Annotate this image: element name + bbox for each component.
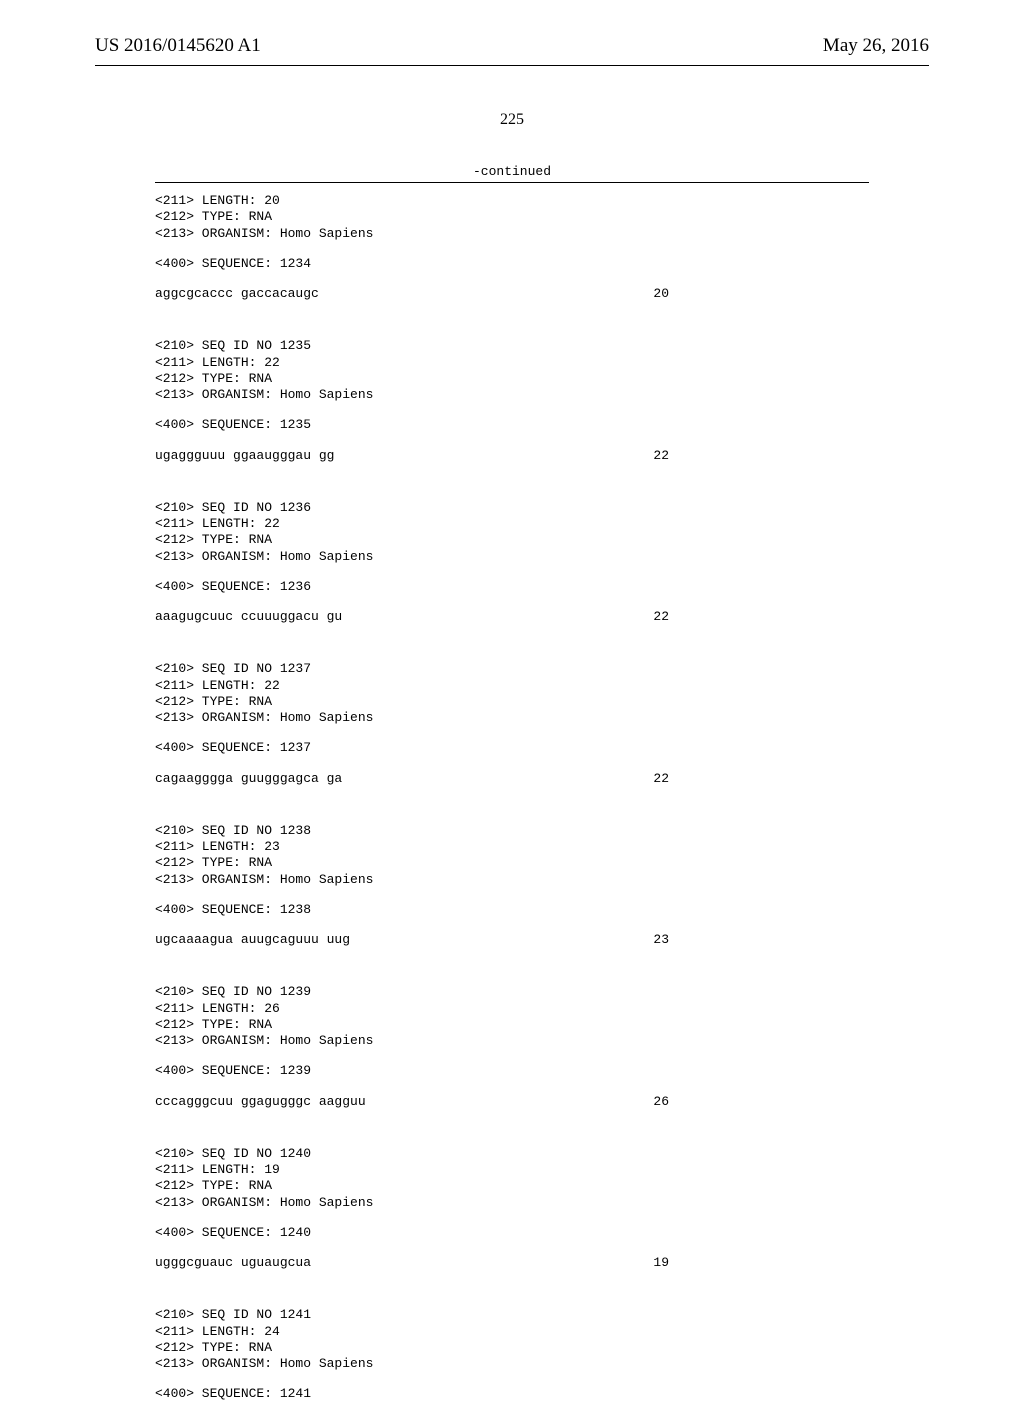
page-header: US 2016/0145620 A1 May 26, 2016 [95,0,929,66]
sequence-data: cagaagggga guugggagca ga [155,771,342,787]
organism-line: <213> ORGANISM: Homo Sapiens [155,872,869,888]
length-line: <211> LENGTH: 23 [155,839,869,855]
sequences-container: <211> LENGTH: 20<212> TYPE: RNA<213> ORG… [155,183,869,1413]
type-line: <212> TYPE: RNA [155,1340,869,1356]
sequence-number-line: <400> SEQUENCE: 1237 [155,740,869,756]
type-line: <212> TYPE: RNA [155,855,869,871]
organism-line: <213> ORGANISM: Homo Sapiens [155,1033,869,1049]
sequence-data-length: 22 [653,448,869,464]
sequence-number-line: <400> SEQUENCE: 1236 [155,579,869,595]
organism-line: <213> ORGANISM: Homo Sapiens [155,549,869,565]
sequence-data: ugggcguauc uguaugcua [155,1255,311,1271]
organism-line: <213> ORGANISM: Homo Sapiens [155,226,869,242]
sequence-data: ugaggguuu ggaaugggau gg [155,448,334,464]
type-line: <212> TYPE: RNA [155,694,869,710]
type-line: <212> TYPE: RNA [155,1178,869,1194]
sequence-data-length: 19 [653,1255,869,1271]
length-line: <211> LENGTH: 26 [155,1001,869,1017]
type-line: <212> TYPE: RNA [155,371,869,387]
sequence-block: <210> SEQ ID NO 1237<211> LENGTH: 22<212… [155,651,869,813]
type-line: <212> TYPE: RNA [155,532,869,548]
length-line: <211> LENGTH: 22 [155,516,869,532]
sequence-data-length: 22 [653,771,869,787]
organism-line: <213> ORGANISM: Homo Sapiens [155,387,869,403]
seq-id-line: <210> SEQ ID NO 1240 [155,1146,869,1162]
block-spacer [155,302,869,318]
content-area: <211> LENGTH: 20<212> TYPE: RNA<213> ORG… [155,182,869,1413]
sequence-data-line: ugcaaaagua auugcaguuu uug 23 [155,932,869,948]
block-spacer [155,464,869,480]
block-spacer [155,1110,869,1126]
sequence-data-line: cagaagggga guugggagca ga 22 [155,771,869,787]
block-spacer [155,625,869,641]
sequence-data-line: cccagggcuu ggagugggc aagguu 26 [155,1094,869,1110]
block-spacer [155,948,869,964]
sequence-data-length: 26 [653,1094,869,1110]
sequence-number-line: <400> SEQUENCE: 1234 [155,256,869,272]
sequence-data: aaagugcuuc ccuuuggacu gu [155,609,342,625]
sequence-block: <210> SEQ ID NO 1240<211> LENGTH: 19<212… [155,1136,869,1298]
seq-id-line: <210> SEQ ID NO 1235 [155,338,869,354]
sequence-data-line: aggcgcaccc gaccacaugc 20 [155,286,869,302]
organism-line: <213> ORGANISM: Homo Sapiens [155,710,869,726]
sequence-data-length: 22 [653,609,869,625]
sequence-number-line: <400> SEQUENCE: 1241 [155,1386,869,1402]
organism-line: <213> ORGANISM: Homo Sapiens [155,1195,869,1211]
sequence-data-length: 20 [653,286,869,302]
length-line: <211> LENGTH: 22 [155,678,869,694]
sequence-data: cccagggcuu ggagugggc aagguu [155,1094,366,1110]
type-line: <212> TYPE: RNA [155,209,869,225]
seq-id-line: <210> SEQ ID NO 1236 [155,500,869,516]
sequence-block: <210> SEQ ID NO 1238<211> LENGTH: 23<212… [155,813,869,975]
sequence-data-line: ugaggguuu ggaaugggau gg 22 [155,448,869,464]
sequence-data-line: ugggcguauc uguaugcua 19 [155,1255,869,1271]
block-spacer [155,1271,869,1287]
sequence-block: <211> LENGTH: 20<212> TYPE: RNA<213> ORG… [155,183,869,328]
type-line: <212> TYPE: RNA [155,1017,869,1033]
page-number: 225 [0,111,1024,129]
sequence-number-line: <400> SEQUENCE: 1238 [155,902,869,918]
sequence-block: <210> SEQ ID NO 1239<211> LENGTH: 26<212… [155,974,869,1136]
sequence-number-line: <400> SEQUENCE: 1235 [155,417,869,433]
organism-line: <213> ORGANISM: Homo Sapiens [155,1356,869,1372]
publication-date: May 26, 2016 [823,35,929,57]
sequence-number-line: <400> SEQUENCE: 1239 [155,1063,869,1079]
sequence-number-line: <400> SEQUENCE: 1240 [155,1225,869,1241]
sequence-data: ugcaaaagua auugcaguuu uug [155,932,350,948]
seq-id-line: <210> SEQ ID NO 1237 [155,661,869,677]
block-spacer [155,787,869,803]
continued-label: -continued [0,164,1024,179]
length-line: <211> LENGTH: 19 [155,1162,869,1178]
sequence-data-length: 23 [653,932,869,948]
length-line: <211> LENGTH: 20 [155,193,869,209]
sequence-data: aggcgcaccc gaccacaugc [155,286,319,302]
sequence-block: <210> SEQ ID NO 1236<211> LENGTH: 22<212… [155,490,869,652]
seq-id-line: <210> SEQ ID NO 1238 [155,823,869,839]
sequence-block: <210> SEQ ID NO 1241<211> LENGTH: 24<212… [155,1297,869,1412]
seq-id-line: <210> SEQ ID NO 1239 [155,984,869,1000]
seq-id-line: <210> SEQ ID NO 1241 [155,1307,869,1323]
length-line: <211> LENGTH: 22 [155,355,869,371]
sequence-data-line: aaagugcuuc ccuuuggacu gu 22 [155,609,869,625]
length-line: <211> LENGTH: 24 [155,1324,869,1340]
sequence-block: <210> SEQ ID NO 1235<211> LENGTH: 22<212… [155,328,869,490]
publication-number: US 2016/0145620 A1 [95,35,261,57]
